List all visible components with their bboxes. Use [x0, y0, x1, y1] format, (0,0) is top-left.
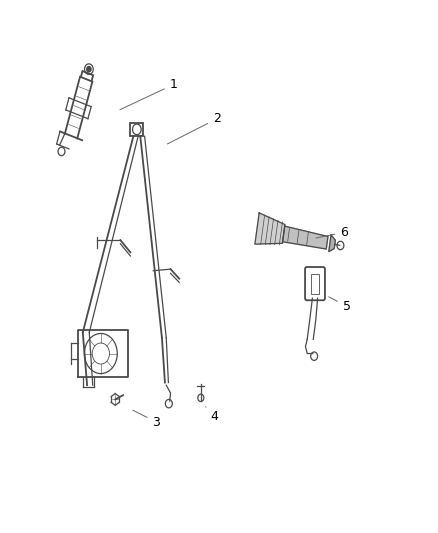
Polygon shape: [329, 235, 336, 252]
Text: 6: 6: [316, 225, 348, 239]
Polygon shape: [255, 213, 285, 244]
Bar: [131, 123, 143, 136]
Text: 5: 5: [328, 297, 350, 312]
Bar: [311, 274, 319, 294]
Polygon shape: [283, 226, 328, 249]
Text: 3: 3: [133, 410, 160, 429]
Text: 4: 4: [206, 407, 219, 423]
Circle shape: [87, 67, 91, 72]
Text: 1: 1: [120, 78, 177, 110]
Text: 2: 2: [167, 112, 221, 144]
